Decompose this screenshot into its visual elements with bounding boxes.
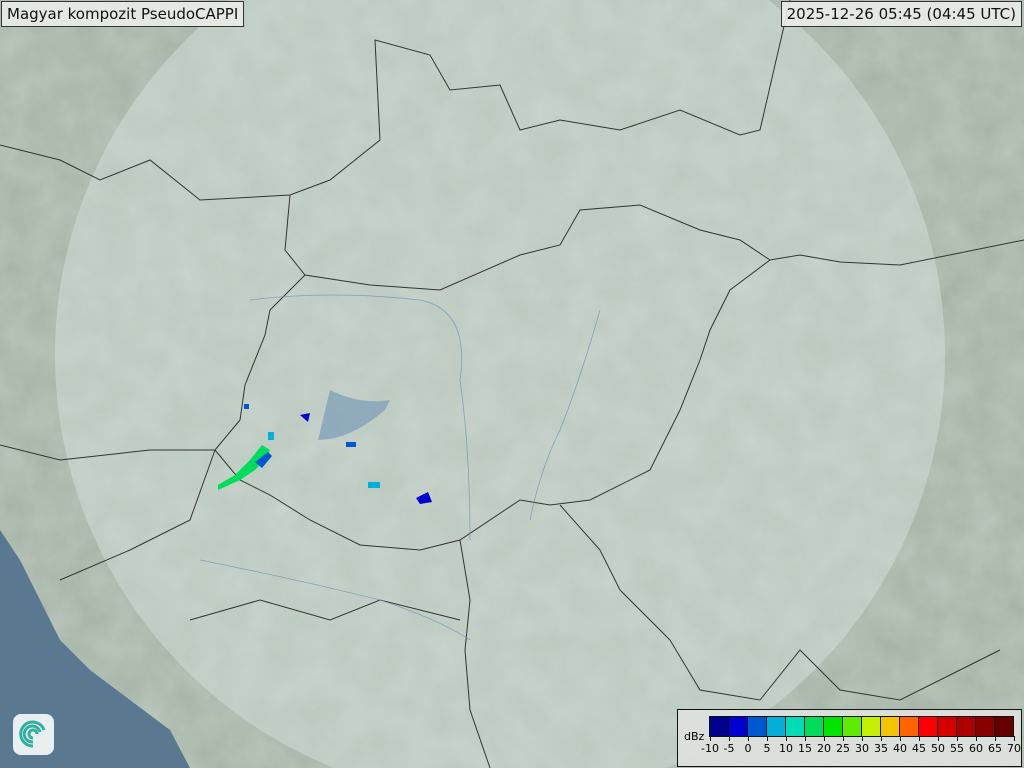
tick-mark xyxy=(881,736,882,741)
tick-mark xyxy=(862,736,863,741)
legend-unit: dBz xyxy=(684,730,705,743)
tick-label: -10 xyxy=(701,742,719,755)
tick-label: 65 xyxy=(988,742,1002,755)
tick-mark xyxy=(976,736,977,741)
timestamp: 2025-12-26 05:45 (04:45 UTC) xyxy=(780,1,1022,27)
tick-label: 30 xyxy=(855,742,869,755)
echo-cell xyxy=(416,492,432,504)
tick-mark xyxy=(1014,736,1015,741)
echo-cell xyxy=(255,452,272,468)
tick-mark xyxy=(995,736,996,741)
tick-label: 25 xyxy=(836,742,850,755)
tick-mark xyxy=(900,736,901,741)
echo-cell xyxy=(268,432,274,440)
color-swatch xyxy=(881,717,900,736)
color-scale-bar xyxy=(709,716,1014,737)
precipitation-echoes xyxy=(218,404,432,504)
tick-mark xyxy=(824,736,825,741)
tick-mark xyxy=(710,736,711,741)
tick-label: 45 xyxy=(912,742,926,755)
swirl-logo-icon xyxy=(19,720,46,748)
adriatic-sea xyxy=(0,530,190,768)
tick-label: -5 xyxy=(723,742,735,755)
tick-label: 0 xyxy=(744,742,752,755)
color-swatch xyxy=(862,717,881,736)
tick-label: 15 xyxy=(798,742,812,755)
echo-cell xyxy=(346,442,356,447)
color-swatch xyxy=(976,717,995,736)
lake-balaton xyxy=(318,390,390,440)
color-swatch xyxy=(957,717,976,736)
tick-label: 55 xyxy=(950,742,964,755)
logo xyxy=(13,714,54,755)
color-swatch xyxy=(767,717,786,736)
tick-label: 60 xyxy=(969,742,983,755)
tick-mark xyxy=(957,736,958,741)
color-swatch xyxy=(843,717,862,736)
tick-mark xyxy=(843,736,844,741)
color-swatch xyxy=(919,717,938,736)
tick-mark xyxy=(748,736,749,741)
echo-cell xyxy=(218,445,270,490)
tick-mark xyxy=(729,736,730,741)
tick-mark xyxy=(919,736,920,741)
tick-mark xyxy=(805,736,806,741)
color-swatch xyxy=(748,717,767,736)
radar-coverage-area xyxy=(55,0,945,768)
tick-label: 5 xyxy=(763,742,771,755)
tick-label: 20 xyxy=(817,742,831,755)
color-swatch xyxy=(900,717,919,736)
color-swatch xyxy=(710,717,729,736)
tick-label: 10 xyxy=(779,742,793,755)
color-swatch xyxy=(824,717,843,736)
color-swatch xyxy=(729,717,748,736)
tick-label: 50 xyxy=(931,742,945,755)
color-swatch xyxy=(786,717,805,736)
tick-label: 70 xyxy=(1007,742,1021,755)
color-swatch xyxy=(938,717,957,736)
tick-mark xyxy=(767,736,768,741)
tick-label: 35 xyxy=(874,742,888,755)
color-swatch xyxy=(805,717,824,736)
echo-cell xyxy=(300,413,310,422)
tick-label: 40 xyxy=(893,742,907,755)
tick-mark xyxy=(786,736,787,741)
echo-cell xyxy=(368,482,380,488)
rivers xyxy=(199,294,601,641)
color-swatch xyxy=(995,717,1013,736)
echo-cell xyxy=(244,404,249,409)
tick-mark xyxy=(938,736,939,741)
color-scale-legend: dBz -10 -5 0 5 10 15 20 25 30 35 40 45 50 55 60 65 70 xyxy=(677,709,1022,767)
product-title: Magyar kompozit PseudoCAPPI xyxy=(1,1,245,27)
